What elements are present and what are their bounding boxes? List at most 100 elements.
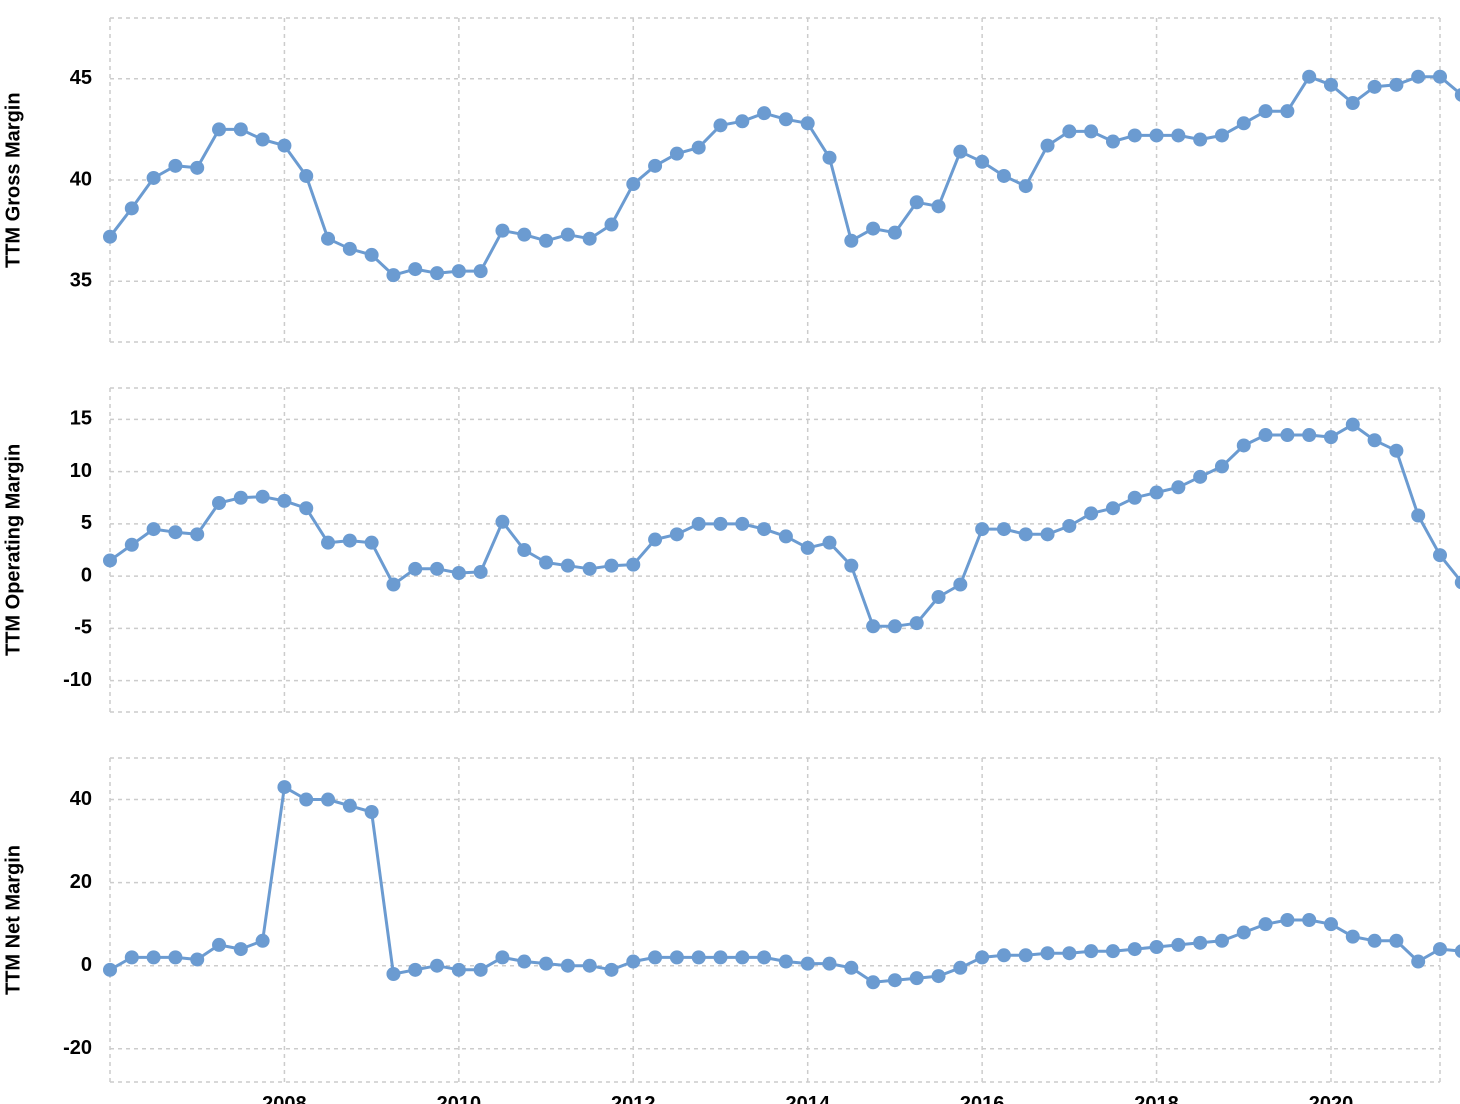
data-point [1019,527,1033,541]
data-point [277,494,291,508]
data-point [975,155,989,169]
data-point [1062,124,1076,138]
data-point [495,950,509,964]
data-point [495,224,509,238]
data-point [452,566,466,580]
data-point [1389,444,1403,458]
data-point [517,228,531,242]
data-point [256,133,270,147]
data-point [757,950,771,964]
data-point [256,490,270,504]
data-point [365,248,379,262]
data-point [234,491,248,505]
data-point [1062,519,1076,533]
data-point [910,616,924,630]
data-point [932,590,946,604]
data-point [953,961,967,975]
data-point [888,619,902,633]
data-point [386,577,400,591]
data-point [713,950,727,964]
data-point [1150,486,1164,500]
data-point [277,139,291,153]
data-point [975,522,989,536]
data-point [692,517,706,531]
data-point [103,230,117,244]
data-point [648,950,662,964]
data-point [452,963,466,977]
data-point [1368,934,1382,948]
data-point [321,232,335,246]
data-point [1084,124,1098,138]
data-point [583,959,597,973]
data-point [299,793,313,807]
chart-svg-gross: 354045 [0,0,1460,360]
data-point [692,950,706,964]
ytick-label: -5 [74,617,92,639]
data-point [844,961,858,975]
data-point [1346,96,1360,110]
data-point [168,525,182,539]
data-point [495,515,509,529]
data-point [932,969,946,983]
data-point [801,541,815,555]
data-point [1324,430,1338,444]
data-point [1106,501,1120,515]
data-point [539,234,553,248]
data-point [256,934,270,948]
data-point [757,106,771,120]
data-point [1324,917,1338,931]
data-point [604,963,618,977]
data-point [103,963,117,977]
data-point [1302,428,1316,442]
data-point [1041,527,1055,541]
data-point [779,955,793,969]
data-point [234,942,248,956]
data-point [212,122,226,136]
ytick-label: -10 [63,669,92,691]
data-point [1150,128,1164,142]
data-point [975,950,989,964]
data-point [517,955,531,969]
data-point [474,264,488,278]
data-point [474,565,488,579]
data-point [844,559,858,573]
data-point [1019,948,1033,962]
data-point [1280,104,1294,118]
ytick-label: 10 [70,460,92,482]
data-point [1193,936,1207,950]
data-point [1389,78,1403,92]
data-point [321,793,335,807]
data-point [1259,917,1273,931]
data-point [1128,128,1142,142]
data-point [147,950,161,964]
data-point [234,122,248,136]
data-point [517,543,531,557]
data-point [365,536,379,550]
chart-canvas: TTM Gross Margin 354045 TTM Operating Ma… [0,0,1460,1104]
data-point [125,538,139,552]
data-point [452,264,466,278]
panel-net-margin: TTM Net Margin -2002040 [0,740,1460,1100]
data-point [888,973,902,987]
data-point [1280,428,1294,442]
data-point [561,959,575,973]
data-point [583,562,597,576]
data-point [779,112,793,126]
data-point [365,805,379,819]
chart-svg-net: -2002040 [0,740,1460,1100]
data-point [866,975,880,989]
data-point [408,963,422,977]
ytick-label: 0 [81,954,92,976]
data-point [147,522,161,536]
data-point [190,527,204,541]
ytick-label: 0 [81,564,92,586]
data-point [1346,930,1360,944]
data-point [1237,116,1251,130]
data-point [561,228,575,242]
data-point [1128,491,1142,505]
data-point [1084,506,1098,520]
data-point [1215,128,1229,142]
data-point [735,114,749,128]
data-point [212,496,226,510]
data-point [626,558,640,572]
